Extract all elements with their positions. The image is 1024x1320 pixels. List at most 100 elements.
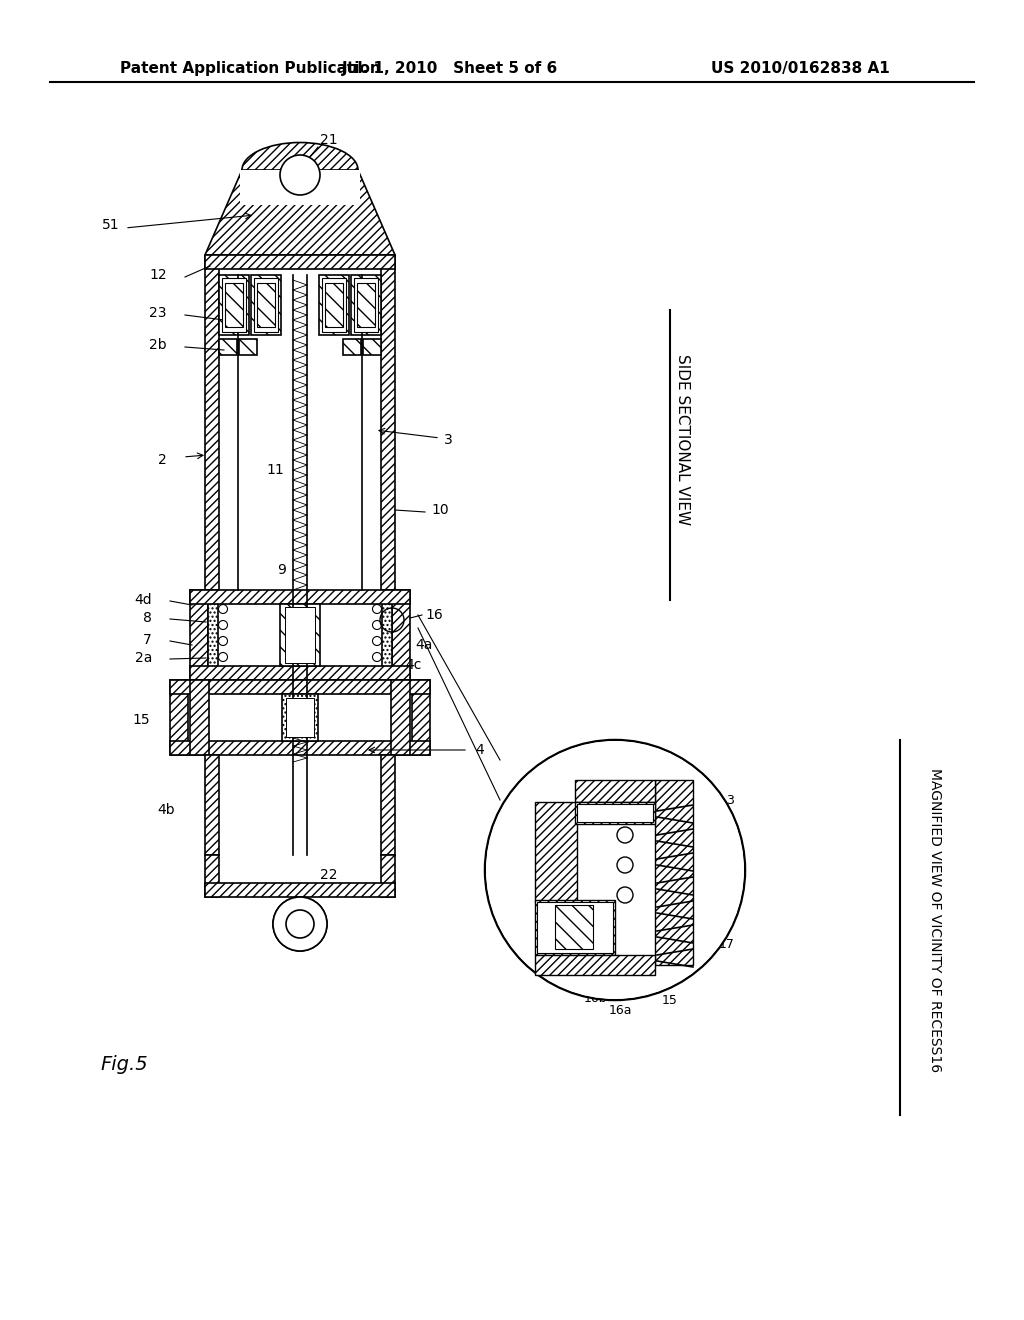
Circle shape xyxy=(373,636,382,645)
Bar xyxy=(325,282,343,327)
Bar xyxy=(225,282,243,327)
Circle shape xyxy=(373,605,382,614)
Text: 17: 17 xyxy=(719,939,735,952)
Text: 21: 21 xyxy=(319,133,338,147)
Text: 4: 4 xyxy=(475,743,484,756)
Bar xyxy=(535,803,577,902)
Circle shape xyxy=(486,741,744,999)
Text: Jul. 1, 2010   Sheet 5 of 6: Jul. 1, 2010 Sheet 5 of 6 xyxy=(342,61,558,75)
Circle shape xyxy=(485,741,745,1001)
Text: 22: 22 xyxy=(319,869,338,882)
Text: MAGNIFIED VIEW OF VICINITY OF RECESS16: MAGNIFIED VIEW OF VICINITY OF RECESS16 xyxy=(928,768,942,1072)
Circle shape xyxy=(286,909,314,939)
Text: 16c: 16c xyxy=(563,978,587,991)
Bar xyxy=(239,339,257,355)
Bar xyxy=(391,680,410,755)
Bar xyxy=(535,954,655,975)
Bar xyxy=(535,900,615,954)
Bar xyxy=(381,755,395,855)
Text: 3: 3 xyxy=(443,433,453,447)
Bar xyxy=(190,680,209,755)
Circle shape xyxy=(218,636,227,645)
Text: 2: 2 xyxy=(159,453,167,467)
Bar xyxy=(190,667,410,680)
Ellipse shape xyxy=(242,143,358,198)
Text: 7: 7 xyxy=(143,634,152,647)
Bar xyxy=(240,170,360,205)
Circle shape xyxy=(218,620,227,630)
Bar xyxy=(555,906,593,949)
Bar xyxy=(537,902,613,953)
Bar xyxy=(362,339,381,355)
Circle shape xyxy=(273,898,327,950)
Circle shape xyxy=(218,652,227,661)
Circle shape xyxy=(280,154,319,195)
Text: 23: 23 xyxy=(150,306,167,319)
Bar xyxy=(575,780,655,803)
Text: 2b: 2b xyxy=(150,338,167,352)
Bar xyxy=(190,590,410,605)
Bar xyxy=(205,855,219,898)
Bar xyxy=(655,780,693,965)
Text: 11: 11 xyxy=(266,463,284,477)
Text: 8: 8 xyxy=(143,611,152,624)
Bar xyxy=(219,339,237,355)
Bar xyxy=(357,282,375,327)
Circle shape xyxy=(373,620,382,630)
Bar xyxy=(577,804,653,822)
Text: 4d: 4d xyxy=(134,593,152,607)
Text: 8: 8 xyxy=(556,824,564,837)
Circle shape xyxy=(218,605,227,614)
Bar xyxy=(254,279,278,333)
Bar xyxy=(285,607,315,663)
Text: 9: 9 xyxy=(278,564,287,577)
Text: 15: 15 xyxy=(132,713,150,727)
Bar xyxy=(286,698,314,737)
Circle shape xyxy=(617,857,633,873)
Bar xyxy=(190,590,208,680)
Text: Patent Application Publication: Patent Application Publication xyxy=(120,61,381,75)
Text: SIDE SECTIONAL VIEW: SIDE SECTIONAL VIEW xyxy=(675,355,690,525)
Text: Fig.5: Fig.5 xyxy=(100,1056,147,1074)
Text: 17: 17 xyxy=(296,708,313,722)
Bar xyxy=(392,590,410,680)
Bar xyxy=(575,803,655,824)
Text: 51: 51 xyxy=(102,218,120,232)
Text: 16: 16 xyxy=(425,609,442,622)
Bar xyxy=(170,741,430,755)
Text: 4a: 4a xyxy=(415,638,432,652)
Bar xyxy=(351,275,381,335)
Circle shape xyxy=(617,828,633,843)
Text: 3: 3 xyxy=(726,793,734,807)
Bar xyxy=(354,279,378,333)
Bar xyxy=(257,282,275,327)
Text: 4c: 4c xyxy=(406,657,421,672)
Bar xyxy=(219,275,249,335)
Bar xyxy=(322,279,346,333)
Bar xyxy=(208,590,218,680)
Text: 16b: 16b xyxy=(584,991,607,1005)
Circle shape xyxy=(617,887,633,903)
Bar xyxy=(343,339,361,355)
Bar xyxy=(170,680,188,755)
Bar xyxy=(205,755,219,855)
Bar xyxy=(205,255,219,590)
Bar xyxy=(222,279,246,333)
Bar xyxy=(205,883,395,898)
Text: 15: 15 xyxy=(663,994,678,1006)
Bar xyxy=(205,255,395,269)
Text: 4b: 4b xyxy=(158,803,175,817)
Bar xyxy=(382,590,392,680)
Bar xyxy=(412,680,430,755)
Circle shape xyxy=(373,652,382,661)
Bar xyxy=(381,855,395,898)
Polygon shape xyxy=(205,170,395,255)
Text: 10: 10 xyxy=(431,503,449,517)
Text: 4d: 4d xyxy=(663,759,678,771)
Text: 7: 7 xyxy=(546,874,554,887)
Bar xyxy=(319,275,349,335)
Bar xyxy=(282,694,318,741)
Bar xyxy=(170,680,430,694)
Text: US 2010/0162838 A1: US 2010/0162838 A1 xyxy=(711,61,890,75)
Bar xyxy=(251,275,281,335)
